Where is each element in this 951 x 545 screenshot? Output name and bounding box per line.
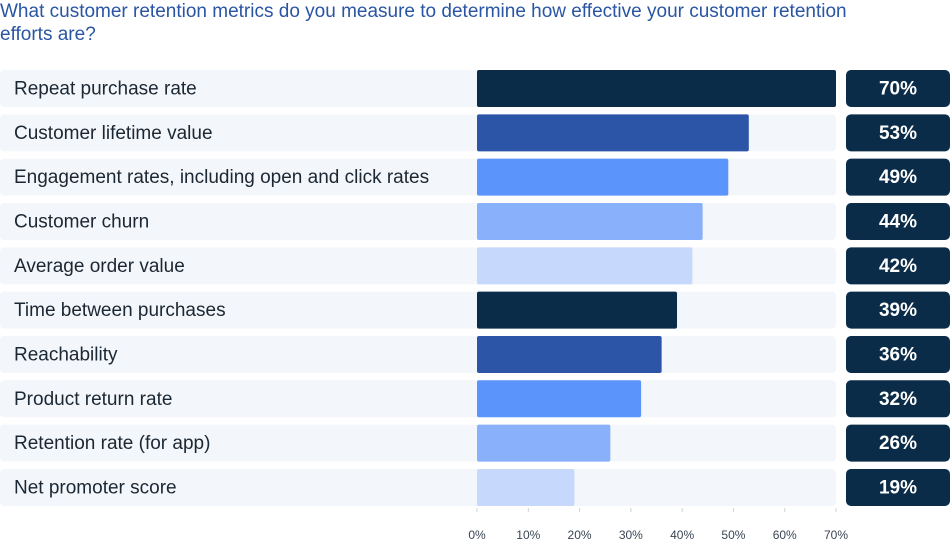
category-label: Customer lifetime value (14, 123, 213, 144)
category-label: Retention rate (for app) (14, 433, 210, 454)
value-box (846, 291, 950, 329)
x-tick-label: 60% (773, 528, 797, 542)
chart-title: What customer retention metrics do you m… (0, 1, 847, 45)
value-label: 53% (879, 123, 917, 144)
bar (477, 158, 729, 196)
value-label: 39% (879, 300, 917, 321)
value-label: 19% (879, 477, 917, 498)
x-tick-label: 20% (568, 528, 592, 542)
x-tick-label: 50% (721, 528, 745, 542)
value-box (846, 247, 950, 285)
value-box (846, 70, 950, 107)
value-label: 36% (879, 344, 917, 365)
x-tick-label: 10% (516, 528, 540, 542)
category-label: Net promoter score (14, 477, 177, 498)
x-tick-label: 30% (619, 528, 643, 542)
bar (477, 202, 703, 240)
bar (477, 335, 662, 373)
category-label: Customer churn (14, 212, 149, 233)
value-label: 49% (879, 167, 917, 188)
category-label: Product return rate (14, 389, 172, 410)
category-label: Reachability (14, 344, 118, 365)
bar (477, 380, 642, 418)
category-label: Average order value (14, 256, 185, 277)
value-box (846, 380, 950, 418)
value-box (846, 158, 950, 196)
value-box (846, 424, 950, 462)
value-label: 42% (879, 256, 917, 277)
value-box (846, 468, 950, 506)
category-label: Repeat purchase rate (14, 79, 197, 100)
bar (477, 424, 611, 462)
x-tick-label: 40% (670, 528, 694, 542)
value-box (846, 114, 950, 152)
bar (477, 291, 678, 329)
value-label: 26% (879, 433, 917, 454)
bar (477, 468, 575, 506)
bar (477, 247, 693, 285)
value-box (846, 335, 950, 373)
row-background (0, 468, 836, 506)
value-label: 70% (879, 79, 917, 100)
x-tick-label: 70% (824, 528, 848, 542)
value-label: 44% (879, 212, 917, 233)
category-label: Engagement rates, including open and cli… (14, 167, 429, 188)
row-background (0, 335, 836, 373)
value-box (846, 202, 950, 240)
value-label: 32% (879, 389, 917, 410)
bar (477, 114, 749, 152)
row-background (0, 424, 836, 462)
x-tick-label: 0% (468, 528, 486, 542)
category-label: Time between purchases (14, 300, 226, 321)
bar (477, 70, 836, 107)
